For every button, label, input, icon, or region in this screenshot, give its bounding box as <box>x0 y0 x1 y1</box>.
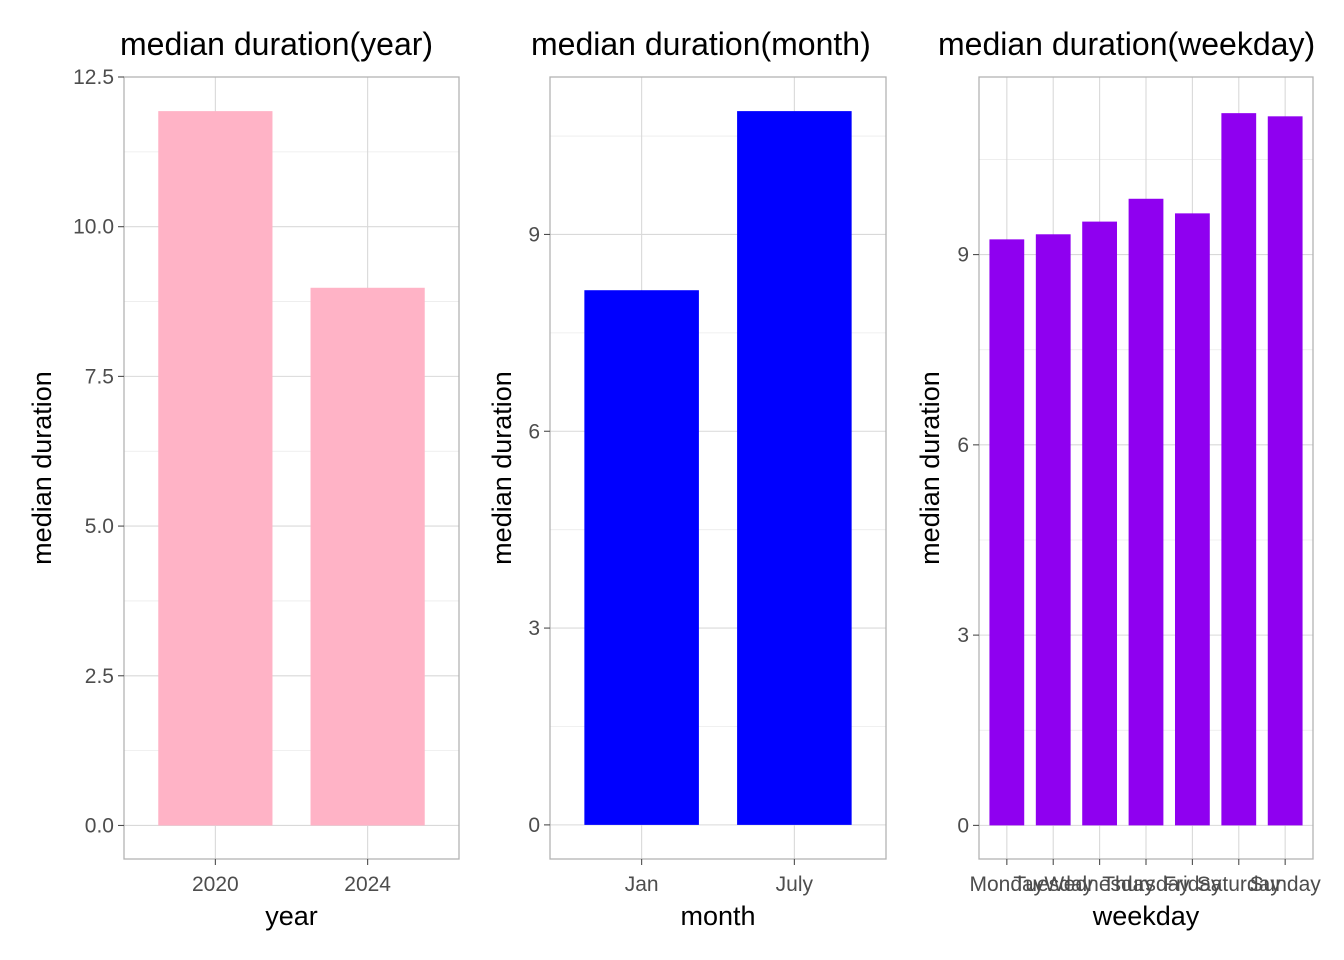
y-tick-label: 10.0 <box>73 216 114 239</box>
chart-panel-2: 0 3 6 9 Jan July median duration(month) month me… <box>487 26 887 931</box>
x-tick-label: Wednesday <box>1044 873 1155 896</box>
x-tick-label: Tuesday <box>1013 873 1093 896</box>
x-axis-title: weekday <box>1092 901 1200 931</box>
x-tick-label: Sunday <box>1250 873 1322 896</box>
bar-jan <box>584 290 699 825</box>
panel-border <box>549 76 887 860</box>
bar-tuesday <box>1035 234 1071 826</box>
bar-wednesday <box>1082 221 1118 826</box>
x-tick-label: Monday <box>969 873 1044 896</box>
y-axis-title: median duration <box>915 371 945 565</box>
y-axis-title: median duration <box>27 371 57 565</box>
y-tick-label: 12.5 <box>73 66 114 89</box>
panel-border <box>123 76 460 860</box>
bar-july <box>737 111 852 825</box>
x-tick-label: Thursday <box>1102 873 1190 896</box>
chart-panel-3: 0 3 6 9 MondayTuesdayWednesdayThursdayFriday… <box>915 26 1321 931</box>
y-tick-label: 6 <box>957 434 969 457</box>
y-axis-title: median duration <box>487 371 517 565</box>
x-axis-title: year <box>265 901 318 931</box>
y-tick-label: 3 <box>528 617 540 640</box>
x-tick-label: July <box>776 873 814 896</box>
bar-thursday <box>1128 198 1164 826</box>
y-tick-label: 2.5 <box>85 665 114 688</box>
y-tick-label: 9 <box>957 244 969 267</box>
y-tick-label: 0.0 <box>85 814 114 837</box>
bar-sunday <box>1267 116 1303 826</box>
y-tick-label: 9 <box>528 223 540 246</box>
y-tick-label: 3 <box>957 624 969 647</box>
chart-panel-1: 0.0 2.5 5.0 7.5 10.0 12.5 2020 2024 median durat… <box>27 26 460 931</box>
y-tick-label: 0 <box>957 814 969 837</box>
x-tick-label: 2024 <box>344 873 391 896</box>
y-tick-label: 6 <box>528 420 540 443</box>
y-tick-label: 7.5 <box>85 365 114 388</box>
chart-title: median duration(weekday) <box>938 26 1315 62</box>
x-tick-label: Saturday <box>1197 873 1282 896</box>
x-tick-label: 2020 <box>192 873 239 896</box>
bar-2024 <box>310 287 425 826</box>
bar-monday <box>989 239 1025 826</box>
x-tick-label: Friday <box>1163 873 1222 896</box>
y-tick-label: 5.0 <box>85 515 114 538</box>
chart-title: median duration(year) <box>120 26 433 62</box>
chart-title: median duration(month) <box>531 26 871 62</box>
bar-saturday <box>1221 113 1257 826</box>
y-tick-label: 0 <box>528 814 540 837</box>
x-axis-title: month <box>680 901 755 931</box>
bar-2020 <box>158 111 273 826</box>
bar-friday <box>1174 213 1210 826</box>
x-tick-label: Jan <box>625 873 659 896</box>
